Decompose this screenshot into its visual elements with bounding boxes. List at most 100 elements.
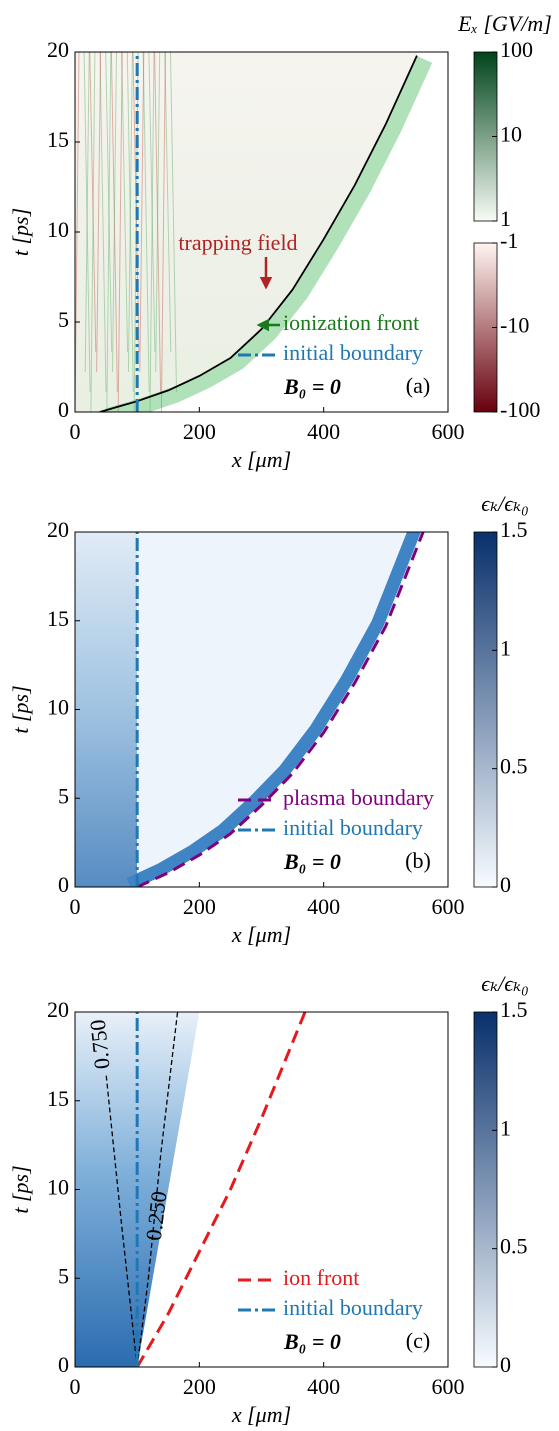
- x-tick-label: 400: [307, 419, 340, 444]
- colorbar-tick-label: 1.5: [500, 517, 528, 542]
- y-tick-label: 0: [58, 872, 69, 897]
- x-tick-label: 200: [183, 894, 216, 919]
- colorbar-label: Eₓ [GV/m]: [457, 11, 552, 36]
- x-axis-label: x [μm]: [231, 447, 291, 472]
- x-tick-label: 600: [432, 419, 465, 444]
- arrow-annotation: trapping field: [178, 230, 297, 255]
- field-stripe: [105, 52, 113, 353]
- x-tick-label: 0: [70, 894, 81, 919]
- field-stripe: [99, 52, 107, 393]
- y-axis-label: t [ps]: [8, 208, 33, 256]
- x-tick-label: 600: [432, 894, 465, 919]
- y-tick-label: 10: [47, 695, 69, 720]
- y-tick-label: 15: [47, 606, 69, 631]
- colorbar-tick-label: -1: [500, 228, 518, 253]
- y-tick-label: 10: [47, 1175, 69, 1200]
- field-haze: [137, 532, 448, 887]
- y-axis-label: t [ps]: [8, 685, 33, 733]
- colorbar-tick-label: 0.5: [500, 754, 528, 779]
- series-line: [135, 1012, 307, 1367]
- colorbar-tick-label: 1: [500, 1115, 511, 1140]
- legend-label: initial boundary: [283, 340, 423, 365]
- colorbar-tick-label: 10: [500, 122, 522, 147]
- contour-label: 0.750: [85, 1018, 115, 1070]
- y-tick-label: 20: [47, 997, 69, 1022]
- x-tick-label: 0: [70, 419, 81, 444]
- x-tick-label: 200: [183, 419, 216, 444]
- field-stripe: [170, 52, 177, 393]
- x-axis-label: x [μm]: [231, 1402, 291, 1427]
- colorbar-tick-label: 1.5: [500, 997, 528, 1022]
- field-stripe: [126, 52, 134, 393]
- y-tick-label: 0: [58, 1352, 69, 1377]
- panel-label: (c): [406, 1328, 430, 1353]
- colorbar-tick-label: 0.5: [500, 1234, 528, 1259]
- legend-label: ion front: [283, 1265, 359, 1290]
- legend-label: ionization front: [283, 310, 419, 335]
- y-tick-label: 5: [58, 307, 69, 332]
- colorbar-tick-label: 1: [500, 635, 511, 660]
- field-stripe: [89, 52, 97, 353]
- field-stripe: [84, 52, 90, 373]
- plot-area: [75, 532, 448, 887]
- field-stripe: [117, 52, 123, 412]
- colorbar-tick-label: 1: [500, 206, 511, 231]
- field-region: [75, 52, 417, 412]
- contour-label: 0.250: [141, 1190, 172, 1242]
- annotation: B₀ = 0: [283, 374, 341, 399]
- colorbar-tick-label: -10: [500, 313, 529, 338]
- y-tick-label: 20: [47, 517, 69, 542]
- field-region: [75, 532, 138, 887]
- field-stripe: [121, 52, 129, 353]
- series-line: [136, 532, 425, 887]
- field-stripe: [96, 52, 102, 373]
- y-tick-label: 5: [58, 783, 69, 808]
- colorbar-tick-label: 0: [500, 1352, 511, 1377]
- field-stripe: [155, 52, 161, 373]
- colorbar-tick-label: 0: [500, 872, 511, 897]
- field-stripe: [106, 52, 112, 412]
- colorbar: [473, 531, 498, 888]
- colorbar-label: ϵₖ/ϵₖ₀: [481, 491, 529, 516]
- field-stripe: [164, 52, 172, 353]
- panel-label: (b): [405, 848, 431, 873]
- plot-area: [75, 1012, 448, 1367]
- panel-label: (a): [406, 373, 430, 398]
- field-stripe: [154, 52, 162, 393]
- x-tick-label: 200: [183, 1374, 216, 1399]
- y-tick-label: 0: [58, 397, 69, 422]
- contour-line: [105, 1074, 138, 1367]
- field-stripe: [142, 52, 150, 393]
- y-tick-label: 10: [47, 217, 69, 242]
- field-stripe: [127, 52, 133, 373]
- annotation: B₀ = 0: [283, 1329, 341, 1354]
- field-stripe: [112, 52, 117, 373]
- x-tick-label: 600: [432, 1374, 465, 1399]
- colorbar: [473, 1011, 498, 1368]
- y-tick-label: 15: [47, 1086, 69, 1111]
- field-stripe: [139, 52, 145, 373]
- contour-line: [136, 1012, 179, 1367]
- legend-label: plasma boundary: [283, 785, 434, 810]
- colorbar-tick-label: 100: [500, 37, 533, 62]
- field-stripe: [83, 52, 91, 393]
- plot-area: [75, 52, 448, 412]
- x-tick-label: 0: [70, 1374, 81, 1399]
- x-axis-label: x [μm]: [231, 922, 291, 947]
- annotation: B₀ = 0: [283, 849, 341, 874]
- legend-label: initial boundary: [283, 815, 423, 840]
- x-tick-label: 400: [307, 1374, 340, 1399]
- field-stripe: [149, 52, 155, 412]
- field-stripe: [160, 52, 166, 412]
- y-tick-label: 15: [47, 127, 69, 152]
- field-band: [105, 56, 433, 412]
- field-stripe: [90, 52, 96, 412]
- x-tick-label: 400: [307, 894, 340, 919]
- colorbar-label: ϵₖ/ϵₖ₀: [481, 971, 529, 996]
- field-stripe: [110, 52, 118, 393]
- colorbar-tick-label: -100: [500, 397, 540, 422]
- y-tick-label: 20: [47, 37, 69, 62]
- field-stripe: [148, 52, 156, 353]
- y-tick-label: 5: [58, 1263, 69, 1288]
